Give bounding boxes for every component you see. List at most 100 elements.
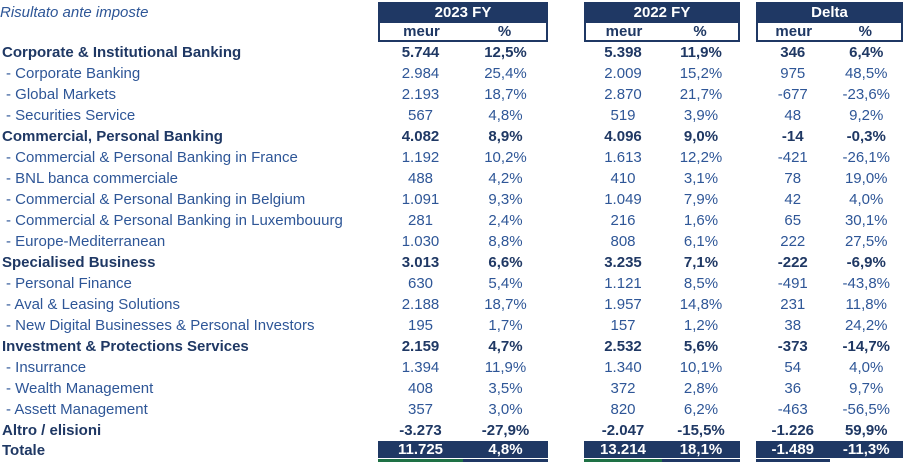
meur-value: 216 (610, 212, 636, 229)
row-label: - New Digital Businesses & Personal Inve… (6, 317, 315, 334)
pct-value: 15,2% (679, 65, 723, 82)
pct-value: -43,8% (842, 275, 891, 292)
pct-value: 2,8% (683, 380, 719, 397)
table-row: - Commercial & Personal Banking in Belgi… (0, 189, 903, 210)
value-block: 65 30,1% (756, 210, 903, 231)
table-row: Commercial, Personal Banking 4.082 8,9% 4.0… (0, 126, 903, 147)
meur-value: 2.188 (401, 296, 440, 313)
value-block: 2.188 18,7% (378, 294, 548, 315)
value-block: 567 4,8% (378, 105, 548, 126)
value-block: 408 3,5% (378, 378, 548, 399)
meur-value: 11.725 (397, 441, 444, 458)
table-row: - Global Markets 2.193 18,7% 2.870 21,7% -677… (0, 84, 903, 105)
value-block: 1.394 11,9% (378, 357, 548, 378)
pct-value: 11,9% (680, 44, 722, 61)
meur-value: 2.193 (401, 86, 440, 103)
meur-value: 2.984 (401, 65, 440, 82)
meur-value: -1.226 (771, 422, 815, 439)
meur-value: 357 (407, 401, 434, 418)
value-block: 820 6,2% (584, 399, 740, 420)
meur-value: 1.613 (604, 149, 642, 166)
pct-value: -0,3% (846, 128, 886, 145)
column-header-delta: Delta (756, 2, 903, 23)
pct-value: -26,1% (842, 149, 891, 166)
pct-value: 48,5% (844, 65, 888, 82)
value-block: 4.096 9,0% (584, 126, 740, 147)
pct-value: 14,8% (679, 296, 723, 313)
value-block: -1.489 -11,3% (756, 441, 903, 462)
row-label: Specialised Business (2, 254, 156, 271)
value-block: 222 27,5% (756, 231, 903, 252)
meur-value: -3.273 (399, 422, 442, 439)
value-block: 2.532 5,6% (584, 336, 740, 357)
meur-value: 36 (784, 380, 802, 397)
pct-value: 18,7% (484, 86, 527, 103)
table-row: - Aval & Leasing Solutions 2.188 18,7% 1.95… (0, 294, 903, 315)
pct-value: 7,1% (683, 254, 719, 271)
pct-value: 8,8% (488, 233, 523, 250)
meur-value: 2.870 (604, 86, 642, 103)
value-block: 5.744 12,5% (378, 42, 548, 63)
pct-value: 18,1% (679, 441, 723, 458)
meur-value: -373 (777, 338, 808, 355)
value-block: 1.049 7,9% (584, 189, 740, 210)
meur-value: 372 (610, 380, 636, 397)
column-header-2023fy: 2023 FY (378, 2, 548, 23)
value-block: -222 -6,9% (756, 252, 903, 273)
pct-value: 9,2% (849, 107, 884, 124)
pct-value: 3,1% (683, 170, 719, 187)
value-block: -491 -43,8% (756, 273, 903, 294)
table-rows: Corporate & Institutional Banking 5.744 12… (0, 42, 903, 462)
value-block: 11.725 4,8% (378, 441, 548, 462)
value-block: 5.398 11,9% (584, 42, 740, 63)
pct-value: 27,5% (844, 233, 888, 250)
pct-value: 10,1% (679, 359, 723, 376)
meur-value: 78 (784, 170, 802, 187)
pct-value: 10,2% (484, 149, 527, 166)
meur-value: 820 (610, 401, 636, 418)
meur-value: 1.030 (401, 233, 440, 250)
meur-value: 65 (784, 212, 802, 229)
meur-value: -491 (777, 275, 808, 292)
pct-value: 5,4% (488, 275, 523, 292)
table-row: Altro / elisioni -3.273 -27,9% -2.047 -15,5%… (0, 420, 903, 441)
subheader-2023fy: meur % (378, 23, 548, 42)
meur-value: 222 (780, 233, 806, 250)
pct-value: 24,2% (844, 317, 888, 334)
pct-value: 8,9% (488, 128, 523, 145)
table-row: - New Digital Businesses & Personal Inve… (0, 315, 903, 336)
pct-value: 1,2% (683, 317, 719, 334)
value-block: 1.192 10,2% (378, 147, 548, 168)
table-header-row: Risultato ante imposte 2023 FY 2022 FY D… (0, 2, 903, 23)
value-block: 2.009 15,2% (584, 63, 740, 84)
meur-value: 2.009 (604, 65, 642, 82)
meur-value: 54 (784, 359, 802, 376)
meur-value: 1.091 (401, 191, 440, 208)
subheader-pct: % (497, 23, 512, 40)
pct-value: 6,2% (683, 401, 719, 418)
row-label: - Assett Management (6, 401, 148, 418)
value-block: 346 6,4% (756, 42, 903, 63)
meur-value: 1.394 (401, 359, 440, 376)
table-row: Corporate & Institutional Banking 5.744 12… (0, 42, 903, 63)
pct-value: 59,9% (844, 422, 888, 439)
row-label: - Insurrance (6, 359, 87, 376)
subheader-delta: meur % (756, 23, 903, 42)
meur-value: 808 (610, 233, 636, 250)
row-label: Commercial, Personal Banking (2, 128, 223, 145)
pct-value: 4,8% (488, 107, 523, 124)
meur-value: 5.398 (604, 44, 642, 61)
value-block: 54 4,0% (756, 357, 903, 378)
row-label: - BNL banca commerciale (6, 170, 179, 187)
row-label: - Wealth Management (6, 380, 154, 397)
meur-value: 1.957 (604, 296, 642, 313)
value-block: 975 48,5% (756, 63, 903, 84)
meur-value: 975 (780, 65, 806, 82)
pct-value: 4,0% (849, 359, 884, 376)
value-block: 1.957 14,8% (584, 294, 740, 315)
meur-value: 408 (407, 380, 434, 397)
table-row: - Securities Service 567 4,8% 519 3,9% 48 9,2% (0, 105, 903, 126)
value-block: 13.214 18,1% (584, 441, 740, 462)
pct-value: 12,5% (484, 44, 527, 61)
meur-value: -222 (777, 254, 808, 271)
